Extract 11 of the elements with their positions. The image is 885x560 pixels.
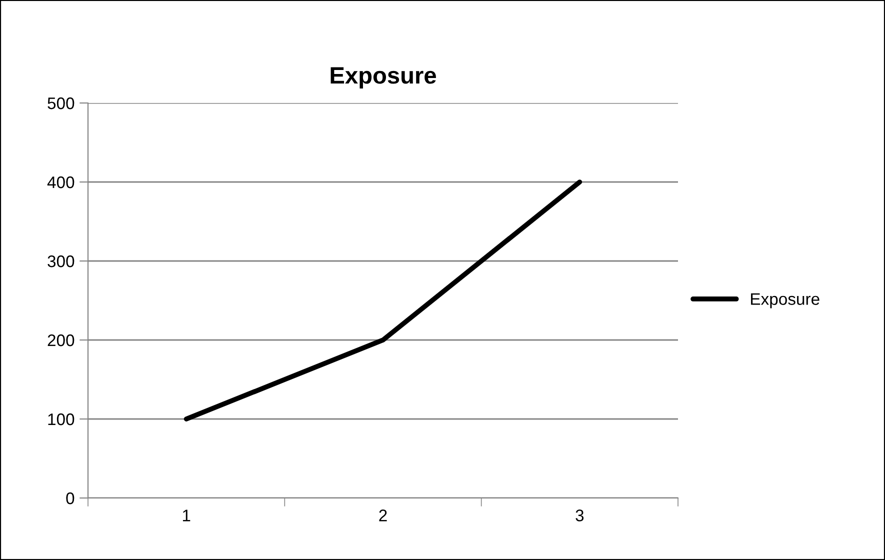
y-tick-label: 0	[66, 492, 74, 504]
chart-title: Exposure	[330, 67, 436, 88]
x-tick-label: 3	[576, 510, 584, 522]
x-tick-label: 1	[182, 510, 190, 522]
legend-label: Exposure	[751, 293, 820, 308]
y-tick-label: 300	[48, 255, 74, 268]
y-tick-label: 400	[47, 176, 74, 188]
y-tick-label: 500	[48, 97, 74, 110]
y-tick-label: 100	[48, 413, 74, 426]
y-tick-label: 200	[48, 334, 74, 346]
x-tick-label: 2	[379, 510, 387, 522]
